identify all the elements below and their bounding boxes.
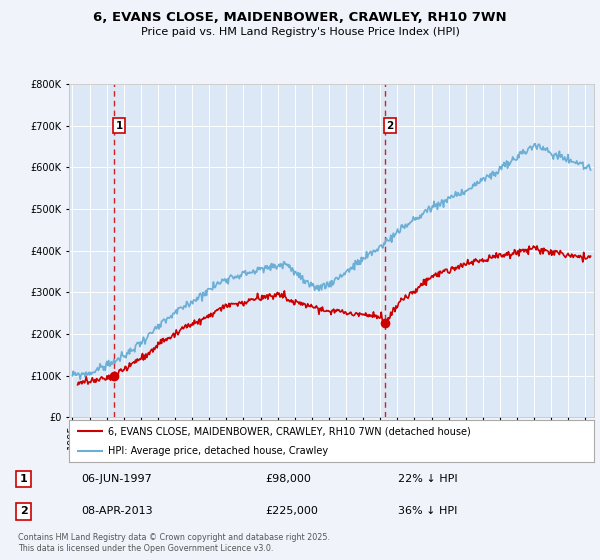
Text: £225,000: £225,000: [265, 506, 319, 516]
Text: 1: 1: [20, 474, 28, 484]
Text: 36% ↓ HPI: 36% ↓ HPI: [398, 506, 457, 516]
Text: 1: 1: [115, 120, 123, 130]
Text: 08-APR-2013: 08-APR-2013: [81, 506, 153, 516]
Text: 6, EVANS CLOSE, MAIDENBOWER, CRAWLEY, RH10 7WN: 6, EVANS CLOSE, MAIDENBOWER, CRAWLEY, RH…: [93, 11, 507, 24]
Text: Contains HM Land Registry data © Crown copyright and database right 2025.
This d: Contains HM Land Registry data © Crown c…: [18, 533, 330, 553]
Text: Price paid vs. HM Land Registry's House Price Index (HPI): Price paid vs. HM Land Registry's House …: [140, 27, 460, 37]
Text: 6, EVANS CLOSE, MAIDENBOWER, CRAWLEY, RH10 7WN (detached house): 6, EVANS CLOSE, MAIDENBOWER, CRAWLEY, RH…: [109, 426, 471, 436]
Text: 06-JUN-1997: 06-JUN-1997: [81, 474, 152, 484]
Text: 22% ↓ HPI: 22% ↓ HPI: [398, 474, 458, 484]
Text: 2: 2: [386, 120, 394, 130]
Text: 2: 2: [20, 506, 28, 516]
Text: £98,000: £98,000: [265, 474, 311, 484]
Text: HPI: Average price, detached house, Crawley: HPI: Average price, detached house, Craw…: [109, 446, 329, 456]
